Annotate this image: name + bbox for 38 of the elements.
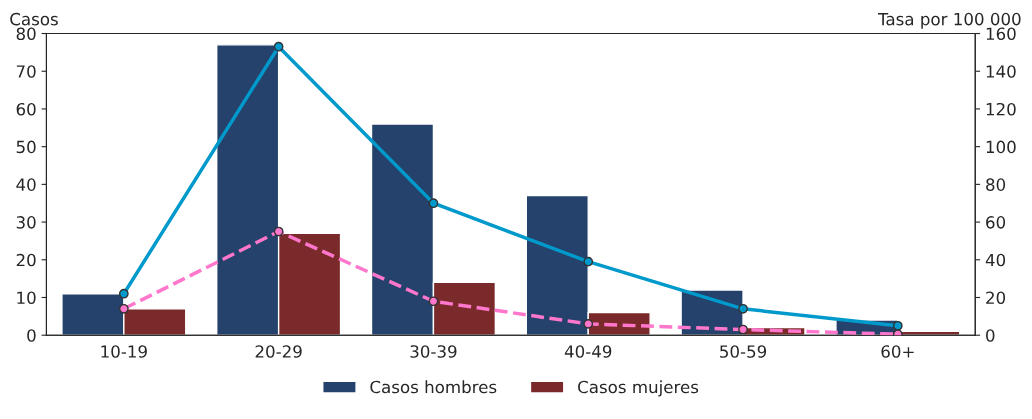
x-tick-label: 40-49 (564, 345, 612, 358)
x-tick-label: 60+ (881, 345, 914, 358)
y2-tick-label: 120 (986, 102, 1016, 116)
point (273, 226, 284, 237)
point (118, 303, 129, 314)
y-tick-label: 0 (27, 329, 36, 342)
point (273, 41, 284, 52)
point (118, 288, 129, 299)
y-tick-label: 10 (17, 291, 36, 305)
x-tick-label: 50-59 (720, 345, 767, 358)
y2-tick-label: 20 (986, 291, 1006, 305)
y-tick-label: 30 (16, 216, 36, 229)
x-tick-label: 10-19 (101, 345, 147, 358)
y2-tick-label: 0 (986, 329, 995, 342)
point (583, 256, 594, 267)
y2-tick-label: 40 (985, 253, 1006, 267)
y-tick-label: 80 (16, 27, 36, 41)
legend-label: Casos hombres (370, 380, 497, 394)
point (428, 198, 439, 209)
x-tick-label: 20-29 (255, 345, 302, 358)
y2-tick-label: 140 (986, 65, 1016, 78)
point (738, 303, 748, 314)
legend-label: Casos mujeres (578, 380, 699, 397)
y-tick-label: 40 (16, 178, 36, 191)
y-axis-title: Casos (10, 12, 58, 26)
y2-tick-label: 60 (986, 216, 1006, 229)
point (583, 319, 594, 329)
x-tick-label: 30-39 (410, 345, 457, 358)
point (738, 324, 748, 335)
y2-tick-label: 80 (986, 178, 1006, 191)
point (428, 296, 439, 307)
y-tick-label: 60 (16, 102, 36, 116)
point (892, 320, 903, 331)
y2-tick-label: 100 (986, 140, 1016, 154)
y-tick-label: 70 (16, 65, 36, 78)
y2-tick-label: 160 (986, 27, 1016, 41)
y-tick-label: 50 (16, 140, 36, 154)
y-tick-label: 20 (16, 253, 36, 267)
